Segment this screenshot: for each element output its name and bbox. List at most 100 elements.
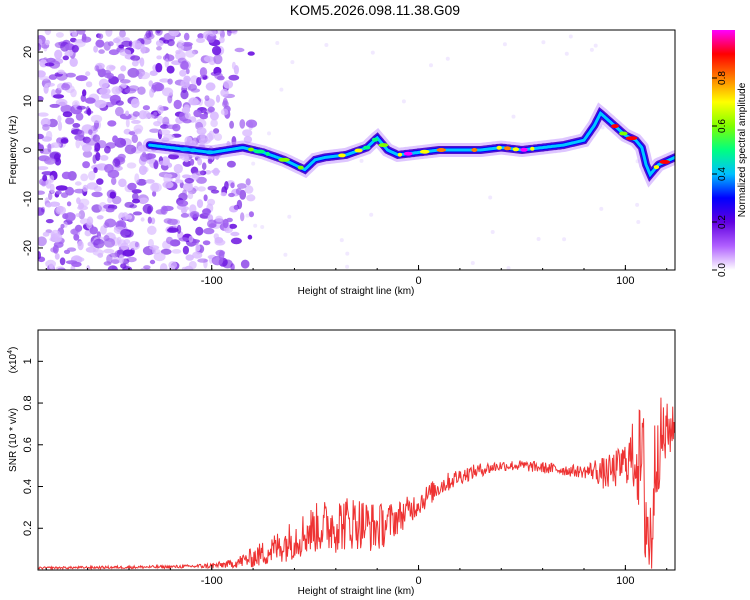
noise-blob — [92, 154, 97, 164]
noise-blob — [119, 49, 132, 57]
noise-blob — [55, 185, 68, 191]
noise-blob — [98, 202, 108, 212]
noise-blob — [61, 83, 71, 91]
noise-blob — [84, 97, 96, 104]
snr-x-tick-label: -100 — [201, 575, 223, 587]
noise-blob — [120, 65, 127, 72]
noise-blob — [182, 160, 192, 167]
noise-blob — [131, 40, 142, 50]
noise-blob — [191, 99, 201, 106]
noise-blob — [60, 223, 65, 229]
noise-blob — [137, 86, 146, 95]
noise-blob — [195, 226, 204, 236]
noise-blob — [177, 57, 187, 64]
ridge-segment — [363, 145, 371, 150]
noise-blob — [207, 158, 213, 164]
noise-blob — [167, 78, 173, 85]
noise-blob — [178, 237, 190, 242]
noise-blob — [130, 98, 140, 109]
noise-blob — [185, 49, 196, 58]
spectrogram-y-tick-label: 0 — [22, 147, 34, 153]
noise-blob — [49, 175, 55, 183]
noise-blob — [401, 99, 406, 104]
noise-blob — [599, 206, 604, 211]
noise-blob — [155, 62, 163, 73]
noise-blob — [214, 237, 224, 244]
noise-blob — [45, 179, 52, 189]
noise-blob — [131, 134, 138, 143]
noise-blob — [76, 105, 86, 110]
noise-blob — [125, 110, 130, 117]
noise-blob — [209, 111, 219, 121]
noise-blob — [229, 120, 235, 129]
noise-blob — [211, 169, 221, 174]
noise-blob — [45, 39, 50, 46]
noise-blob — [149, 245, 160, 250]
noise-blob — [177, 40, 185, 47]
noise-blob — [202, 208, 211, 216]
noise-blob — [65, 72, 77, 78]
noise-blob — [169, 241, 179, 246]
noise-blob — [131, 119, 141, 124]
noise-blob — [236, 183, 247, 189]
noise-blob — [142, 105, 150, 111]
noise-blob — [88, 170, 96, 181]
noise-blob — [231, 30, 238, 35]
ridge-segment — [265, 151, 270, 156]
ridge-segment — [503, 146, 512, 151]
noise-blob — [185, 254, 194, 261]
ridge-segment — [278, 157, 290, 162]
noise-blob — [153, 160, 159, 170]
noise-blob — [167, 227, 179, 233]
noise-blob — [94, 65, 100, 72]
colorbar-tick-label: 0.4 — [717, 167, 728, 181]
noise-blob — [38, 95, 44, 102]
noise-blob — [197, 258, 209, 263]
noise-blob — [208, 30, 217, 37]
noise-blob — [55, 266, 65, 270]
noise-blob — [69, 57, 78, 67]
ridge-segment — [397, 152, 403, 157]
noise-blob — [96, 215, 104, 220]
noise-blob — [132, 211, 143, 216]
colorbar-label: Normalized spectral amplitude — [737, 82, 748, 217]
noise-blob — [195, 170, 205, 176]
noise-blob — [119, 30, 126, 38]
noise-blob — [50, 229, 61, 239]
noise-blob — [206, 132, 214, 142]
snr-y-tick-label: 0.4 — [22, 479, 34, 494]
noise-blob — [207, 106, 215, 113]
noise-blob — [126, 162, 137, 169]
noise-blob — [196, 77, 202, 86]
noise-blob — [205, 82, 216, 91]
spectrogram-x-tick-label: 0 — [415, 275, 421, 287]
noise-blob — [77, 130, 85, 138]
noise-blob — [80, 94, 87, 103]
noise-blob — [173, 163, 183, 174]
noise-blob — [73, 188, 86, 194]
noise-blob — [158, 129, 171, 135]
noise-blob — [96, 178, 104, 185]
noise-blob — [108, 49, 119, 56]
noise-blob — [287, 214, 292, 219]
noise-blob — [62, 111, 73, 118]
noise-blob — [44, 82, 56, 87]
noise-blob — [122, 249, 134, 257]
noise-blob — [201, 162, 207, 170]
ridge-segment — [371, 137, 379, 142]
noise-blob — [162, 87, 174, 97]
noise-blob — [536, 237, 541, 241]
noise-blob — [103, 222, 110, 229]
ridge-segment — [659, 159, 670, 164]
noise-blob — [131, 189, 142, 194]
spectrogram-x-tick-label: -100 — [201, 275, 223, 287]
noise-blob — [82, 161, 90, 169]
noise-blob — [42, 174, 48, 182]
noise-blob — [166, 65, 175, 74]
noise-blob — [160, 248, 172, 255]
noise-blob — [60, 192, 69, 199]
noise-blob — [339, 238, 344, 243]
noise-blob — [231, 61, 236, 70]
noise-blob — [490, 230, 495, 234]
noise-blob — [228, 223, 238, 229]
